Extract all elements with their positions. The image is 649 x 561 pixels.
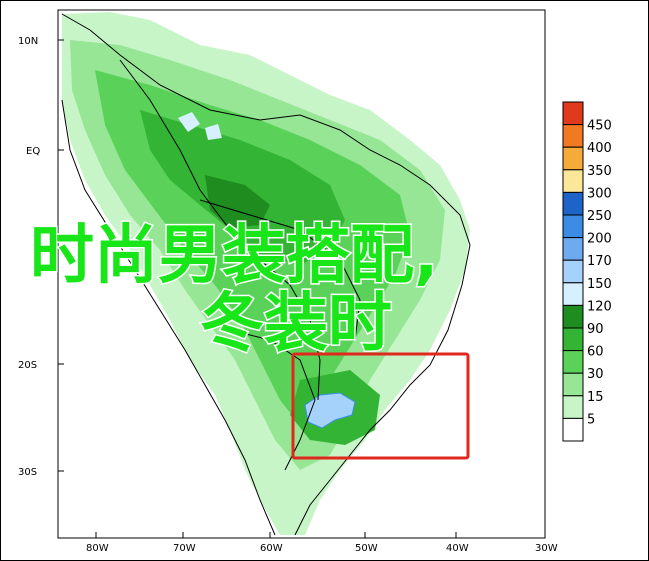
lon-label: 70W [173,543,196,554]
legend-swatch [562,259,584,284]
legend-swatch [562,169,584,193]
legend-swatch [562,417,584,442]
legend-label: 250 [587,209,612,224]
highlight-box [291,352,470,460]
country-border [229,329,316,471]
precip-light-blue-patch [205,124,222,140]
legend-swatch [562,372,584,397]
legend-label: 200 [587,232,612,247]
legend-label: 300 [587,186,612,201]
overlay-title-line2: 冬装时 [200,287,392,361]
lon-label: 50W [355,543,378,554]
map-plot-area [57,9,546,539]
overlay-title-line1: 时尚男装搭配, [30,219,438,293]
precip-light-blue-patch [178,112,200,132]
legend-swatch [562,395,584,419]
lon-label: 40W [446,543,469,554]
lat-label: 20S [18,360,37,371]
legend-swatch [562,214,584,239]
legend-label: 150 [587,277,612,292]
west-coastline [61,99,276,536]
legend-swatch [562,282,584,306]
coastline [61,13,471,536]
axis-ticks [58,39,546,538]
legend-label: 170 [587,254,612,269]
legend-swatch [562,146,584,171]
legend-label: 5 [587,412,595,427]
legend-colorbar: 450 400 350 300 250 200 170 150 120 90 60 30 15 5 [562,101,612,442]
lat-label: EQ [26,146,40,157]
lat-label: 10N [18,36,38,47]
legend-label: 60 [587,345,604,360]
precip-high-blob [304,392,356,429]
coastlines-borders [61,13,471,536]
precip-shading [62,12,470,535]
overlay-text: 时尚男装搭配, 冬装时 [29,218,440,363]
lon-label: 60W [260,543,283,554]
country-border [199,199,361,341]
legend-swatch [562,191,584,216]
legend-swatch [562,304,584,329]
lon-labels: 80W 70W 60W 50W 40W 30W [86,543,558,554]
precip-90-region [205,175,270,228]
legend-swatch [562,237,584,261]
legend-label: 400 [587,141,612,156]
legend-label: 15 [587,390,604,405]
lat-labels: 10N EQ 20S 30S [18,36,40,478]
legend-swatch [562,350,584,374]
legend-swatch [562,101,584,126]
country-border [119,59,321,401]
lat-label: 30S [18,467,37,478]
legend-label: 350 [587,164,612,179]
legend-swatch [562,327,584,352]
lon-label: 80W [86,543,109,554]
legend-swatch [562,124,584,148]
legend-label: 90 [587,322,604,337]
legend-label: 450 [587,119,612,134]
legend-label: 120 [587,299,612,314]
lon-label: 30W [535,543,558,554]
legend-label: 30 [587,367,604,382]
